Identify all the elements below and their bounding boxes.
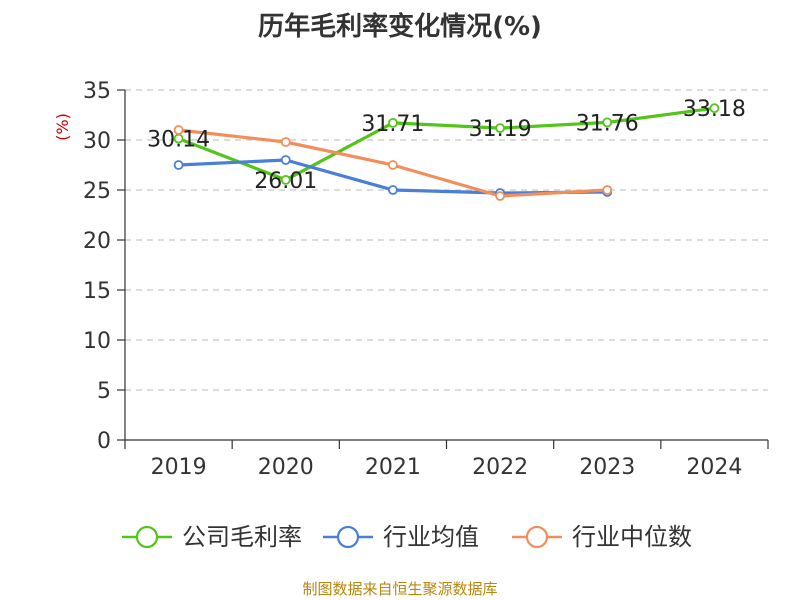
legend-marker <box>525 525 549 549</box>
data-point <box>709 103 720 114</box>
y-tick-label: 10 <box>83 329 111 354</box>
series-points <box>173 103 720 201</box>
y-tick-label: 5 <box>97 379 111 404</box>
x-tick-label: 2023 <box>579 455 635 480</box>
x-tick-label: 2021 <box>365 455 421 480</box>
y-axis-unit: (%) <box>53 113 72 141</box>
legend-marker <box>135 525 159 549</box>
data-label: 31.71 <box>361 112 424 137</box>
source-note: 制图数据来自恒生聚源数据库 <box>302 580 498 598</box>
legend-label: 行业均值 <box>383 523 479 551</box>
chart-title: 历年毛利率变化情况(%) <box>258 12 542 42</box>
legend: 公司毛利率 行业均值 行业中位数 <box>122 523 692 551</box>
data-point <box>388 160 398 170</box>
data-point <box>602 117 613 128</box>
legend-label: 公司毛利率 <box>182 523 302 551</box>
x-tick-label: 2019 <box>151 455 207 480</box>
data-labels: 30.14 26.01 31.71 31.19 31.76 33.18 <box>147 97 746 194</box>
data-point <box>495 123 505 134</box>
data-label: 31.19 <box>469 117 532 142</box>
data-point <box>280 137 291 147</box>
x-tick-label: 2020 <box>258 455 314 480</box>
legend-marker <box>336 525 360 549</box>
data-point <box>173 160 184 170</box>
data-label: 30.14 <box>147 128 210 153</box>
y-tick-label: 25 <box>83 179 111 204</box>
y-tick-label: 15 <box>83 279 111 304</box>
legend-label: 行业中位数 <box>572 523 692 551</box>
axes: 0 5 10 15 20 25 30 35 (%) 2019 2020 2021 2022 2023 202… <box>53 79 769 480</box>
data-label: 26.01 <box>254 169 317 194</box>
data-point <box>602 185 613 195</box>
x-tick-label: 2024 <box>686 455 742 480</box>
y-tick-label: 20 <box>83 229 111 254</box>
data-point <box>388 118 398 128</box>
y-tick-label: 0 <box>97 429 111 454</box>
data-label: 31.76 <box>576 111 639 136</box>
data-point <box>280 174 291 185</box>
series-line <box>178 106 715 182</box>
data-point <box>173 125 184 135</box>
data-point <box>280 155 291 165</box>
x-tick-label: 2022 <box>472 455 528 480</box>
data-point <box>388 185 398 195</box>
data-label: 33.18 <box>683 97 746 122</box>
data-point <box>495 191 505 201</box>
y-tick-label: 35 <box>83 79 111 104</box>
y-tick-label: 30 <box>83 129 111 154</box>
